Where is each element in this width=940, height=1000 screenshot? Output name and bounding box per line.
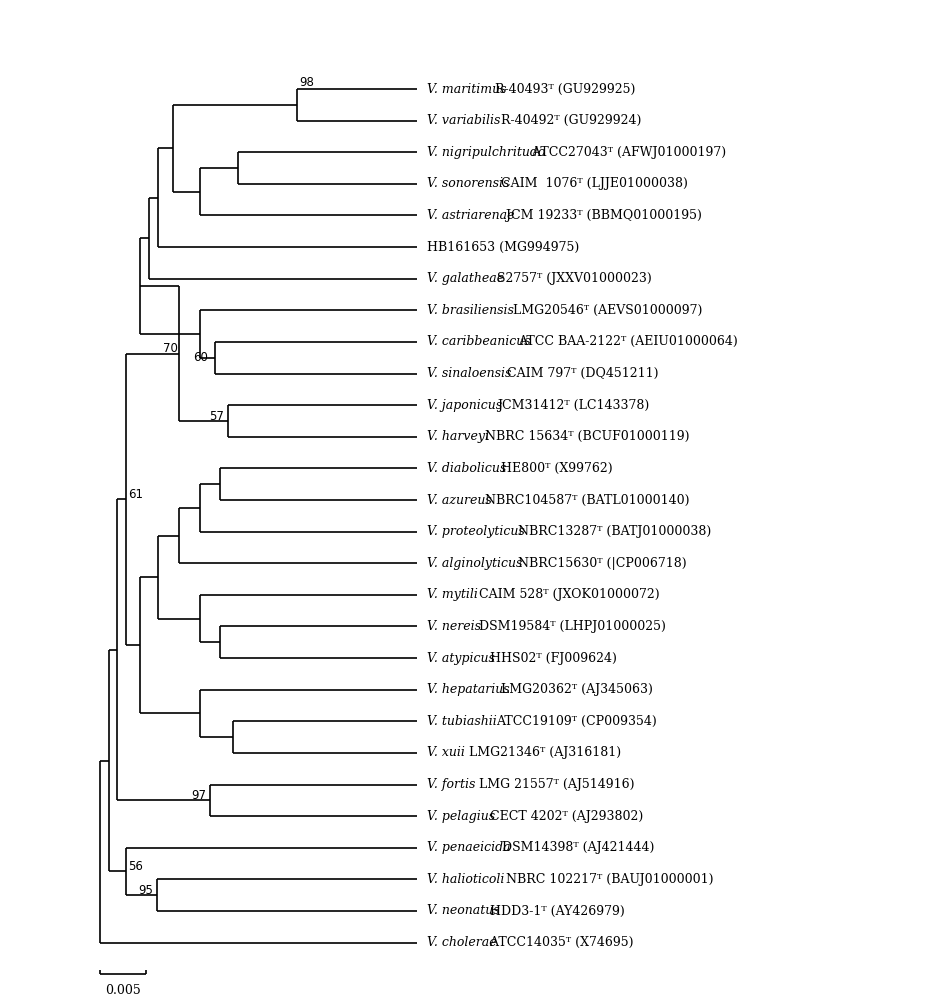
Text: S2757ᵀ (JXXV01000023): S2757ᵀ (JXXV01000023) — [496, 272, 651, 285]
Text: V. proteolyticus: V. proteolyticus — [428, 525, 529, 538]
Text: CAIM  1076ᵀ (LJJE01000038): CAIM 1076ᵀ (LJJE01000038) — [496, 177, 687, 190]
Text: R-40493ᵀ (GU929925): R-40493ᵀ (GU929925) — [492, 83, 635, 96]
Text: LMG20362ᵀ (AJ345063): LMG20362ᵀ (AJ345063) — [496, 683, 652, 696]
Text: 56: 56 — [128, 860, 143, 873]
Text: HB161653 (MG994975): HB161653 (MG994975) — [428, 241, 580, 254]
Text: 98: 98 — [299, 76, 314, 89]
Text: 95: 95 — [138, 884, 153, 897]
Text: V. cholerae: V. cholerae — [428, 936, 497, 949]
Text: NBRC 15634ᵀ (BCUF01000119): NBRC 15634ᵀ (BCUF01000119) — [480, 430, 689, 443]
Text: JCM31412ᵀ (LC143378): JCM31412ᵀ (LC143378) — [496, 399, 649, 412]
Text: LMG21346ᵀ (AJ316181): LMG21346ᵀ (AJ316181) — [464, 746, 620, 759]
Text: NBRC15630ᵀ (|CP006718): NBRC15630ᵀ (|CP006718) — [518, 557, 686, 570]
Text: V. nereis: V. nereis — [428, 620, 481, 633]
Text: V. sonorensis: V. sonorensis — [428, 177, 509, 190]
Text: V. neonatus: V. neonatus — [428, 904, 500, 917]
Text: V. maritimus: V. maritimus — [428, 83, 507, 96]
Text: V. galatheae: V. galatheae — [428, 272, 509, 285]
Text: 70: 70 — [163, 342, 178, 355]
Text: V. variabilis: V. variabilis — [428, 114, 501, 127]
Text: 0.005: 0.005 — [105, 984, 141, 997]
Text: V. caribbeanicus: V. caribbeanicus — [428, 335, 535, 348]
Text: V. penaeicida: V. penaeicida — [428, 841, 515, 854]
Text: V. japonicus: V. japonicus — [428, 399, 507, 412]
Text: V. brasiliensis: V. brasiliensis — [428, 304, 518, 317]
Text: CAIM 797ᵀ (DQ451211): CAIM 797ᵀ (DQ451211) — [508, 367, 659, 380]
Text: V. mytili: V. mytili — [428, 588, 478, 601]
Text: 61: 61 — [128, 488, 143, 501]
Text: V. tubiashii: V. tubiashii — [428, 715, 501, 728]
Text: HE800ᵀ (X99762): HE800ᵀ (X99762) — [496, 462, 612, 475]
Text: NBRC13287ᵀ (BATJ01000038): NBRC13287ᵀ (BATJ01000038) — [518, 525, 711, 538]
Text: DSM14398ᵀ (AJ421444): DSM14398ᵀ (AJ421444) — [502, 841, 654, 854]
Text: V. azureus: V. azureus — [428, 494, 493, 507]
Text: LMG 21557ᵀ (AJ514916): LMG 21557ᵀ (AJ514916) — [476, 778, 634, 791]
Text: CECT 4202ᵀ (AJ293802): CECT 4202ᵀ (AJ293802) — [486, 810, 643, 823]
Text: V. fortis: V. fortis — [428, 778, 476, 791]
Text: V. harveyi: V. harveyi — [428, 430, 490, 443]
Text: 97: 97 — [191, 789, 206, 802]
Text: V. nigripulchritudo: V. nigripulchritudo — [428, 146, 546, 159]
Text: NBRC 102217ᵀ (BAUJ01000001): NBRC 102217ᵀ (BAUJ01000001) — [502, 873, 713, 886]
Text: V. sinaloensis: V. sinaloensis — [428, 367, 516, 380]
Text: HHS02ᵀ (FJ009624): HHS02ᵀ (FJ009624) — [486, 652, 617, 665]
Text: V. astriarenae: V. astriarenae — [428, 209, 515, 222]
Text: V. hepatarius: V. hepatarius — [428, 683, 510, 696]
Text: NBRC104587ᵀ (BATL01000140): NBRC104587ᵀ (BATL01000140) — [480, 494, 689, 507]
Text: ATCC19109ᵀ (CP009354): ATCC19109ᵀ (CP009354) — [496, 715, 657, 728]
Text: V. xuii: V. xuii — [428, 746, 465, 759]
Text: V. pelagius: V. pelagius — [428, 810, 495, 823]
Text: V. halioticoli: V. halioticoli — [428, 873, 505, 886]
Text: ATCC BAA-2122ᵀ (AEIU01000064): ATCC BAA-2122ᵀ (AEIU01000064) — [518, 335, 738, 348]
Text: 57: 57 — [209, 410, 224, 423]
Text: JCM 19233ᵀ (BBMQ01000195): JCM 19233ᵀ (BBMQ01000195) — [502, 209, 702, 222]
Text: V. diabolicus: V. diabolicus — [428, 462, 507, 475]
Text: LMG20546ᵀ (AEVS01000097): LMG20546ᵀ (AEVS01000097) — [512, 304, 702, 317]
Text: V. alginolyticus: V. alginolyticus — [428, 557, 526, 570]
Text: CAIM 528ᵀ (JXOK01000072): CAIM 528ᵀ (JXOK01000072) — [476, 588, 660, 601]
Text: 60: 60 — [193, 351, 208, 364]
Text: R-40492ᵀ (GU929924): R-40492ᵀ (GU929924) — [496, 114, 641, 127]
Text: ATCC27043ᵀ (AFWJ01000197): ATCC27043ᵀ (AFWJ01000197) — [528, 146, 727, 159]
Text: DSM19584ᵀ (LHPJ01000025): DSM19584ᵀ (LHPJ01000025) — [476, 620, 666, 633]
Text: HDD3-1ᵀ (AY426979): HDD3-1ᵀ (AY426979) — [486, 904, 625, 917]
Text: ATCC14035ᵀ (X74695): ATCC14035ᵀ (X74695) — [486, 936, 634, 949]
Text: V. atypicus: V. atypicus — [428, 652, 495, 665]
